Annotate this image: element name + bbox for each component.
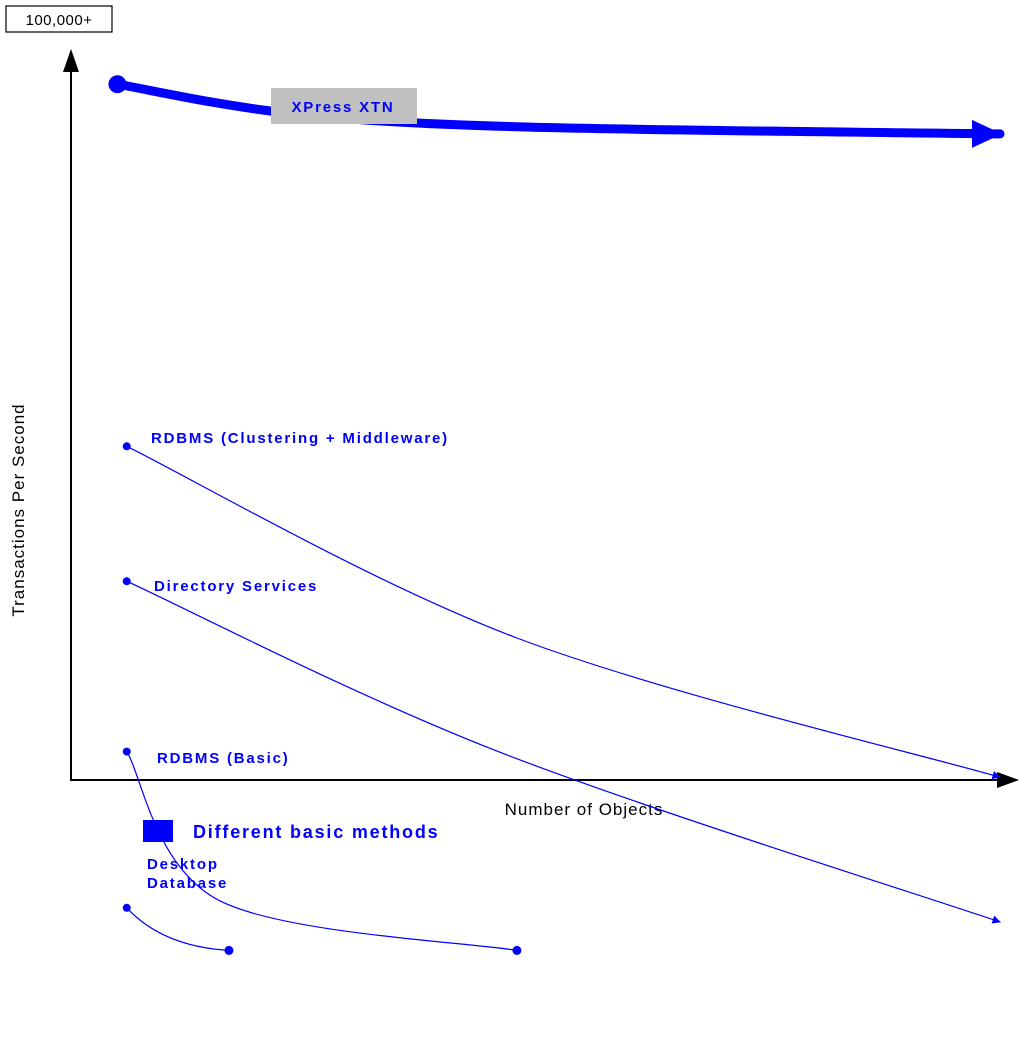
legend: Different basic methods <box>143 820 439 842</box>
series-line <box>126 751 518 951</box>
series-layer: XPress XTN RDBMS (Clustering + Middleware… <box>108 75 1005 955</box>
series-end-point <box>224 945 234 955</box>
series-rdbms-basic: RDBMS (Basic) <box>122 747 522 955</box>
series-line <box>112 79 1005 139</box>
series-label: Database <box>147 875 228 892</box>
series-directory-services: Directory Services <box>122 577 1001 924</box>
series-xpress-xtn: XPress XTN <box>108 75 1005 148</box>
axes <box>63 49 1019 788</box>
y-max-label-box: 100,000+ <box>5 5 113 33</box>
x-axis-arrow-icon <box>997 772 1019 788</box>
series-rdbms-clustering-middleware: RDBMS (Clustering + Middleware) <box>122 430 1001 780</box>
series-arrow-icon <box>972 119 1002 148</box>
series-line <box>126 580 1001 924</box>
x-axis-title: Number of Objects <box>505 800 664 819</box>
series-start-point <box>108 75 127 94</box>
series-start-point <box>122 747 131 756</box>
y-axis-title: Transactions Per Second <box>9 403 28 616</box>
series-desktop-database: Desktop Database <box>122 856 234 955</box>
series-label: RDBMS (Clustering + Middleware) <box>151 430 449 447</box>
series-end-point <box>512 945 522 955</box>
series-line <box>126 907 230 951</box>
series-start-point <box>122 442 131 451</box>
series-line <box>126 445 1001 780</box>
series-start-point <box>122 903 131 912</box>
legend-label: Different basic methods <box>193 822 439 842</box>
legend-swatch <box>143 820 173 842</box>
series-label: Desktop <box>147 856 219 873</box>
series-label-box <box>271 88 417 124</box>
y-axis-arrow-icon <box>63 49 79 72</box>
series-label: RDBMS (Basic) <box>157 750 290 767</box>
series-start-point <box>122 577 131 586</box>
y-max-label: 100,000+ <box>26 12 93 29</box>
series-label: XPress XTN <box>291 99 394 116</box>
series-label: Directory Services <box>154 578 318 595</box>
